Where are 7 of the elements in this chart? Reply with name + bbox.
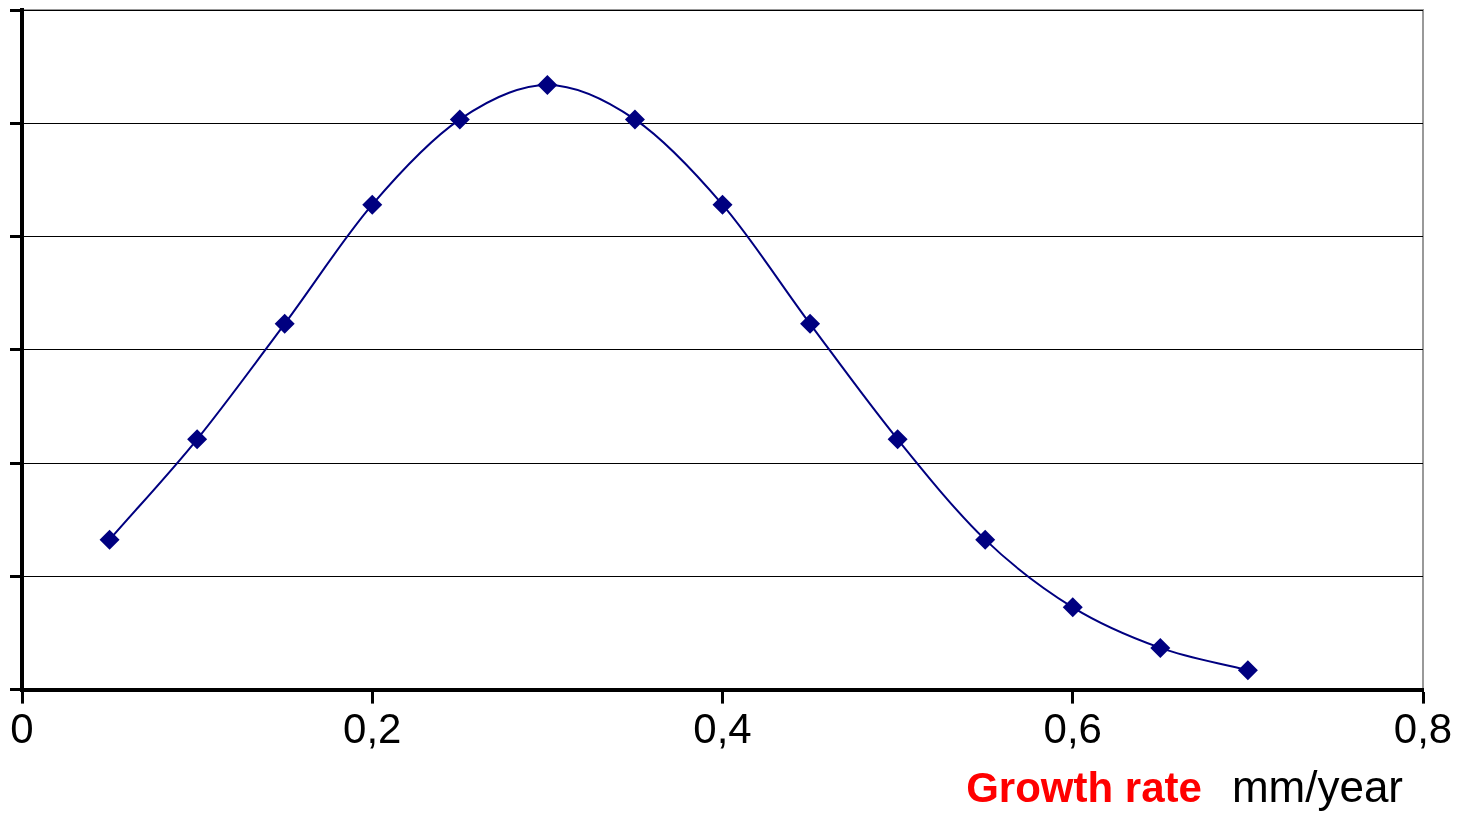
x-axis-title: Growth rate	[966, 764, 1202, 811]
x-tick-label: 0,2	[343, 705, 402, 753]
x-tick-label: 0,8	[1393, 705, 1453, 753]
x-tick-label: 0	[10, 705, 34, 753]
x-tick-label: 0,6	[1043, 705, 1102, 753]
text: mm/year	[1231, 762, 1403, 811]
x-tick-label: 0,4	[693, 705, 752, 753]
